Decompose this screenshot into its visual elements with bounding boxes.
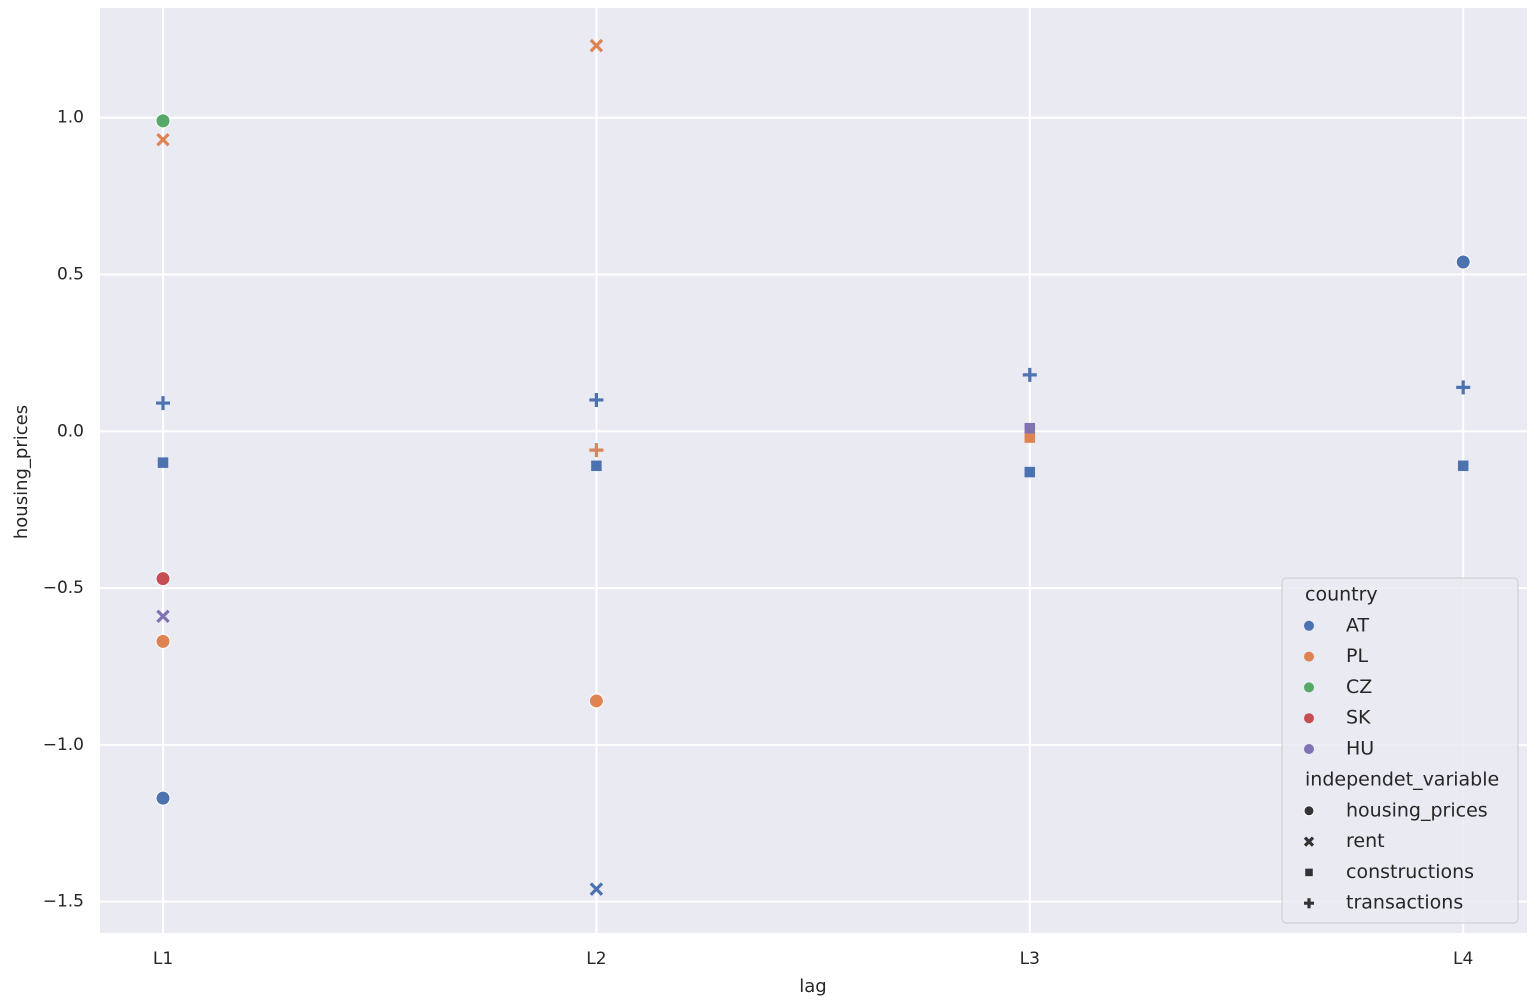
marker [1456,380,1471,395]
y-tick-label: −1.0 [43,735,84,755]
y-tick-label: 0.5 [57,265,84,285]
y-tick-label: 1.0 [57,108,84,128]
legend-marker [1304,744,1314,754]
y-tick-label: 0.0 [57,421,84,441]
legend-label: constructions [1346,861,1474,883]
x-axis-label: lag [799,976,826,997]
legend-label: rent [1346,830,1385,852]
legend-marker [1304,620,1314,631]
legend-label: AT [1346,614,1370,636]
marker [591,460,602,472]
marker [155,633,171,649]
legend-title: country [1305,584,1378,606]
marker [155,790,171,806]
legend-marker [1304,713,1314,724]
legend-marker [1305,868,1313,877]
x-tick-label: L1 [153,949,173,969]
marker [155,113,171,129]
marker [1024,422,1036,434]
x-tick-label: L3 [1020,949,1040,969]
legend-title: independet_variable [1305,769,1499,791]
marker [156,609,170,624]
marker [589,392,604,407]
marker [1457,460,1469,472]
marker [589,882,604,896]
x-tick-label: L2 [586,949,606,969]
legend-box [1281,577,1519,924]
marker [155,571,171,587]
legend-label: housing_prices [1346,799,1488,821]
marker [1024,432,1036,443]
points [155,38,1471,896]
legend-label: PL [1346,645,1368,667]
legend-label: transactions [1346,892,1463,914]
legend-marker [1304,651,1314,662]
marker [156,396,170,411]
legend-marker [1304,682,1314,693]
legend-marker [1303,836,1315,847]
marker [1455,254,1471,270]
legend-label: SK [1346,707,1371,729]
legend-label: HU [1346,738,1374,760]
legend: country AT PL CZ SK HU independet_variablehous… [1281,577,1519,924]
marker [157,457,169,468]
y-tick-label: −1.5 [43,892,84,912]
x-tick-label: L4 [1453,949,1473,969]
marker [588,693,604,709]
marker [1024,466,1036,478]
marker [589,443,604,458]
legend-marker [1303,805,1315,817]
y-tick-label: −0.5 [43,578,84,598]
legend-marker [1304,898,1314,909]
y-axis-label: housing_prices [11,405,32,539]
marker [589,38,604,53]
marker [1022,367,1037,382]
marker [156,132,170,147]
legend-label: CZ [1346,676,1372,698]
